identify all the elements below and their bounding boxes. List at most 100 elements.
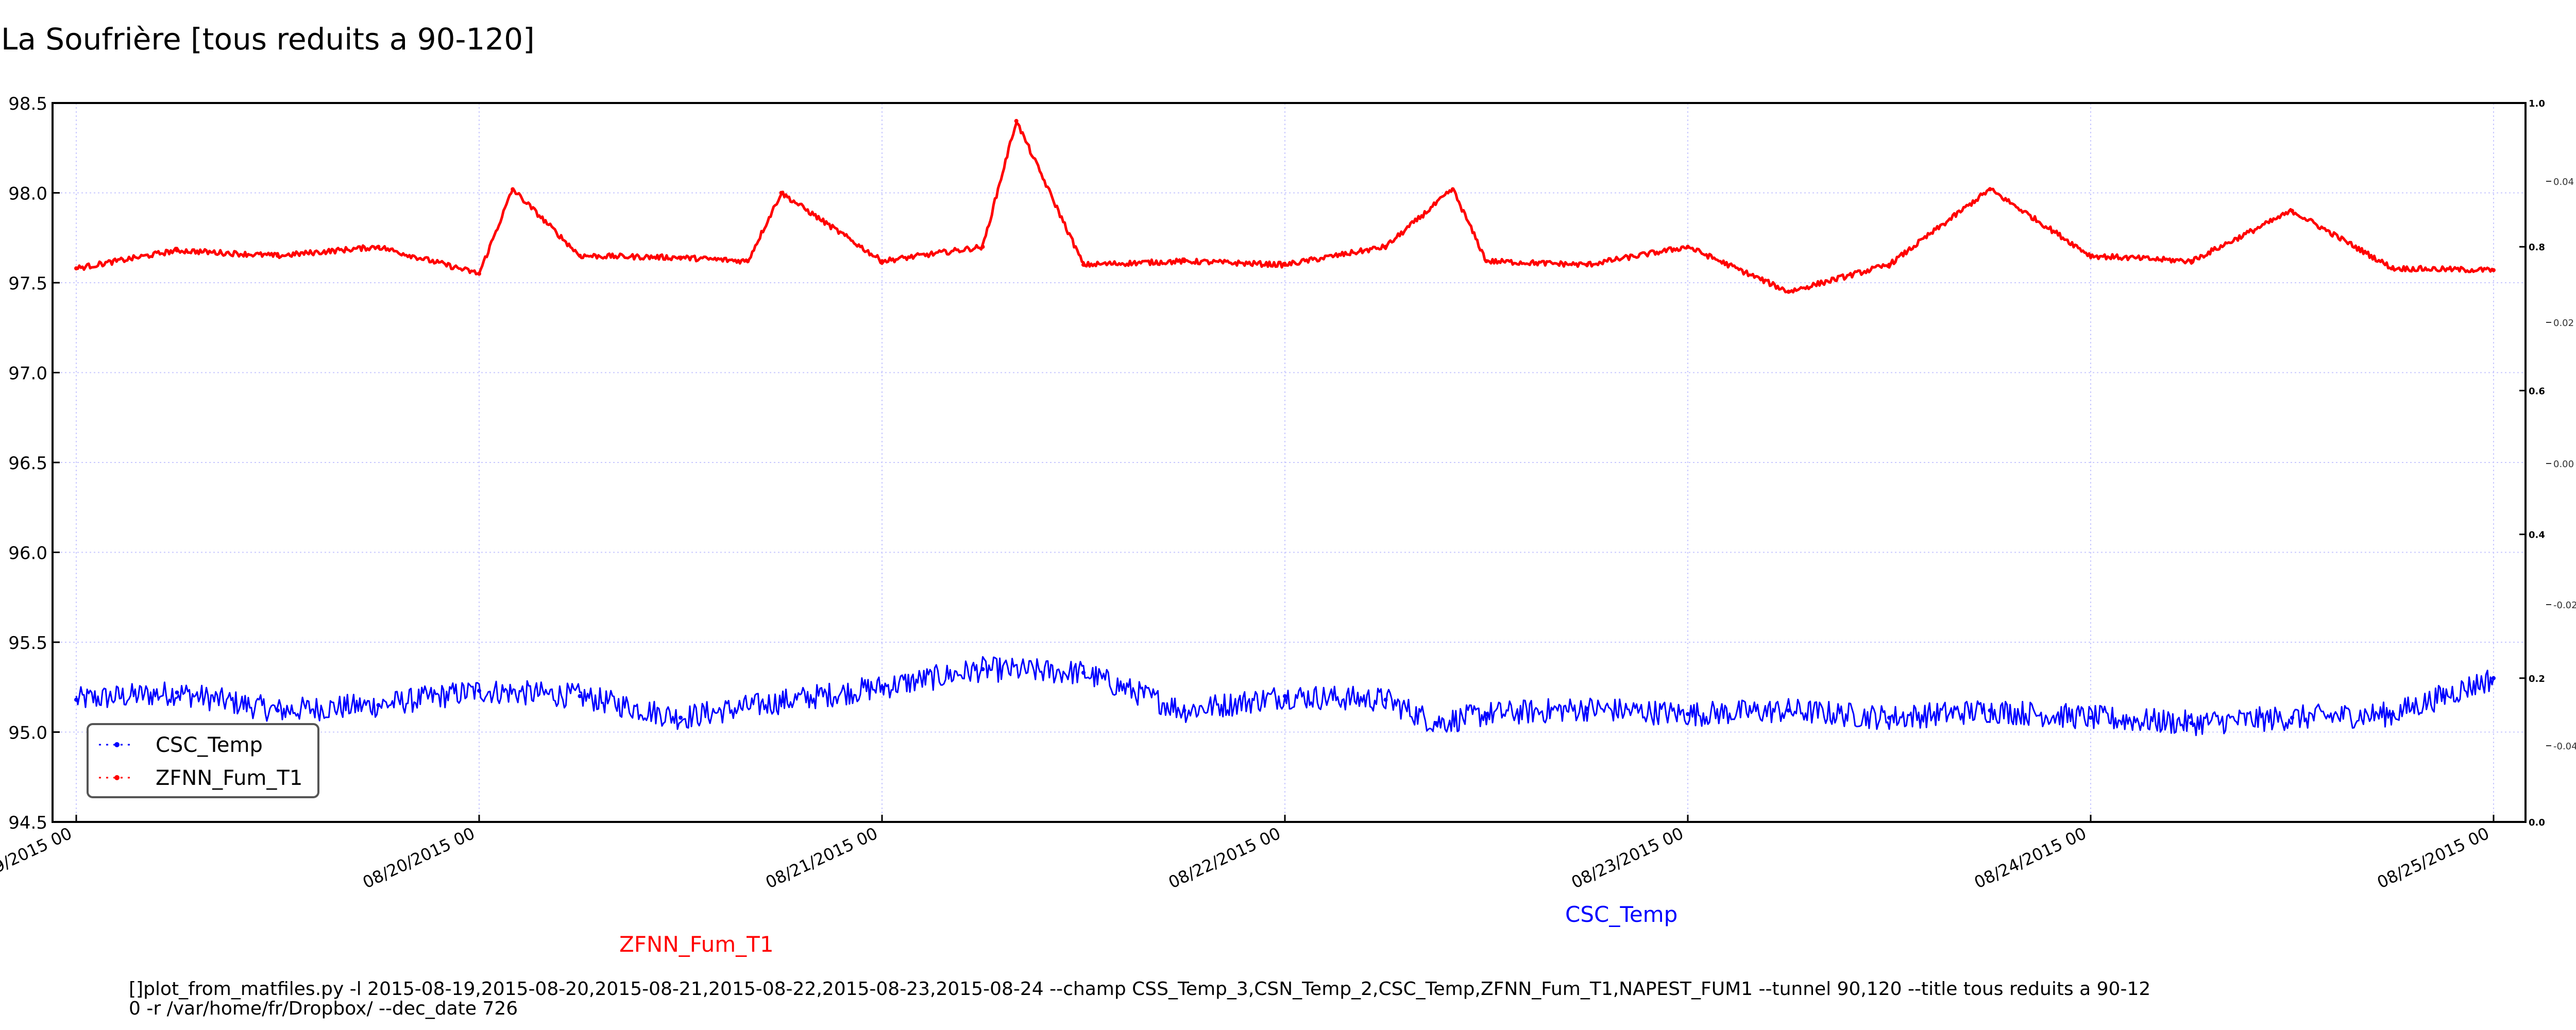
legend-marker-zfnn xyxy=(114,775,120,780)
x-tick-label: 08/22/2015 00 xyxy=(1165,823,1283,892)
data-point xyxy=(880,259,884,264)
data-point xyxy=(1283,694,1287,698)
data-point xyxy=(1014,118,1019,123)
data-point xyxy=(2290,209,2294,213)
y-tick-label: 95.5 xyxy=(8,633,47,654)
legend-box xyxy=(87,723,319,798)
data-point xyxy=(1484,712,1488,716)
data-point xyxy=(1686,712,1690,716)
data-point xyxy=(1988,187,1992,192)
data-point xyxy=(880,685,884,690)
command-line-2: 0 -r /var/home/fr/Dropbox/ --dec_date 72… xyxy=(129,998,518,1019)
data-point xyxy=(1686,245,1690,249)
right-tick-label-b: 0.00 xyxy=(2553,459,2574,470)
x-tick-label: 08/25/2015 00 xyxy=(2374,823,2492,892)
data-point xyxy=(2089,715,2093,720)
chart-title: La Soufrière [tous reduits a 90-120] xyxy=(1,22,535,57)
right-tick-label-a: 0.6 xyxy=(2529,386,2545,397)
data-point xyxy=(980,667,985,672)
x-tick-label: 08/21/2015 00 xyxy=(762,823,880,892)
y-tick-label: 98.5 xyxy=(8,94,47,114)
x-tick-label: 08/24/2015 00 xyxy=(1971,823,2089,892)
legend-label-zfnn: ZFNN_Fum_T1 xyxy=(156,766,302,790)
grid xyxy=(53,102,2526,822)
data-point xyxy=(1182,708,1187,713)
data-point xyxy=(276,253,280,258)
data-point xyxy=(477,689,481,693)
y-tick-label: 97.0 xyxy=(8,364,47,384)
data-point xyxy=(376,703,381,708)
right-tick-label-a: 0.8 xyxy=(2529,242,2545,253)
data-point xyxy=(679,715,683,720)
data-point xyxy=(1081,263,1086,267)
data-point xyxy=(745,259,750,264)
data-point xyxy=(980,245,985,249)
right-tick-label-a: 0.0 xyxy=(2529,817,2545,828)
right-tick-label-b: -0.02 xyxy=(2553,600,2576,611)
data-point xyxy=(1786,289,1791,294)
data-point xyxy=(1283,263,1287,267)
data-point xyxy=(2089,253,2093,258)
data-point xyxy=(1585,707,1589,711)
command-line-1: []plot_from_matfiles.py -l 2015-08-19,20… xyxy=(129,978,2150,1000)
data-point xyxy=(1383,697,1388,702)
x-tick-label: 08/20/2015 00 xyxy=(360,823,478,892)
right-tick-label-a: 0.4 xyxy=(2529,530,2545,541)
data-point xyxy=(2441,694,2446,698)
data-point xyxy=(779,699,784,704)
series-label-zfnn: ZFNN_Fum_T1 xyxy=(619,932,774,957)
x-tick-label: 08/19/2015 00 xyxy=(0,823,75,892)
y-axis-right: 0.0 0.2 0.4 0.6 0.8 1.0 -0.04 -0.02 0.00 0.02 0.04 xyxy=(2519,98,2576,828)
data-point xyxy=(2492,676,2496,680)
y-axis-left: 94.5 95.0 95.5 96.0 96.5 97.0 97.5 98.0 98.5 xyxy=(8,94,60,833)
right-tick-label-a: 1.0 xyxy=(2529,98,2545,109)
legend: CSC_Temp ZFNN_Fum_T1 xyxy=(87,723,319,798)
data-point xyxy=(679,255,683,260)
x-axis: 08/19/2015 00 08/20/2015 00 08/21/2015 00 0… xyxy=(0,815,2495,892)
data-point xyxy=(477,271,481,276)
legend-label-csc: CSC_Temp xyxy=(156,733,263,757)
right-tick-label-b: 0.04 xyxy=(2553,177,2574,187)
y-tick-label: 95.0 xyxy=(8,723,47,744)
data-point xyxy=(578,694,582,698)
data-point xyxy=(511,187,515,192)
series-label-csc: CSC_Temp xyxy=(1565,902,1677,927)
data-point xyxy=(1887,263,1891,267)
legend-marker-csc xyxy=(114,742,120,747)
data-point xyxy=(1484,259,1488,264)
right-tick-label-b: -0.04 xyxy=(2553,741,2576,752)
data-point xyxy=(1988,708,1992,713)
series-line-csc-temp xyxy=(75,656,2495,736)
data-point xyxy=(376,245,381,249)
data-point xyxy=(1585,263,1589,267)
data-point xyxy=(175,248,179,253)
x-tick-label: 08/23/2015 00 xyxy=(1568,823,1686,892)
right-tick-label-a: 0.2 xyxy=(2529,674,2545,684)
data-point xyxy=(1434,721,1438,726)
data-point xyxy=(779,191,784,195)
data-point xyxy=(175,690,179,695)
y-tick-label: 96.5 xyxy=(8,453,47,474)
data-point xyxy=(276,708,280,713)
data-point xyxy=(2290,715,2294,720)
data-point xyxy=(2189,259,2194,264)
y-tick-label: 98.0 xyxy=(8,184,47,204)
data-point xyxy=(2391,266,2395,271)
right-tick-label-b: 0.02 xyxy=(2553,318,2574,329)
series-layer xyxy=(74,118,2496,736)
data-point xyxy=(2189,721,2194,726)
data-point xyxy=(74,266,78,271)
data-point xyxy=(1786,708,1791,713)
data-point xyxy=(1182,259,1187,264)
data-point xyxy=(2391,712,2395,716)
data-point xyxy=(1081,671,1086,675)
data-point xyxy=(1383,245,1388,249)
data-point xyxy=(74,697,78,702)
data-point xyxy=(2492,268,2496,272)
y-tick-label: 94.5 xyxy=(8,813,47,833)
data-point xyxy=(1450,187,1455,192)
y-tick-label: 96.0 xyxy=(8,543,47,564)
data-point xyxy=(578,253,582,258)
y-tick-label: 97.5 xyxy=(8,273,47,294)
